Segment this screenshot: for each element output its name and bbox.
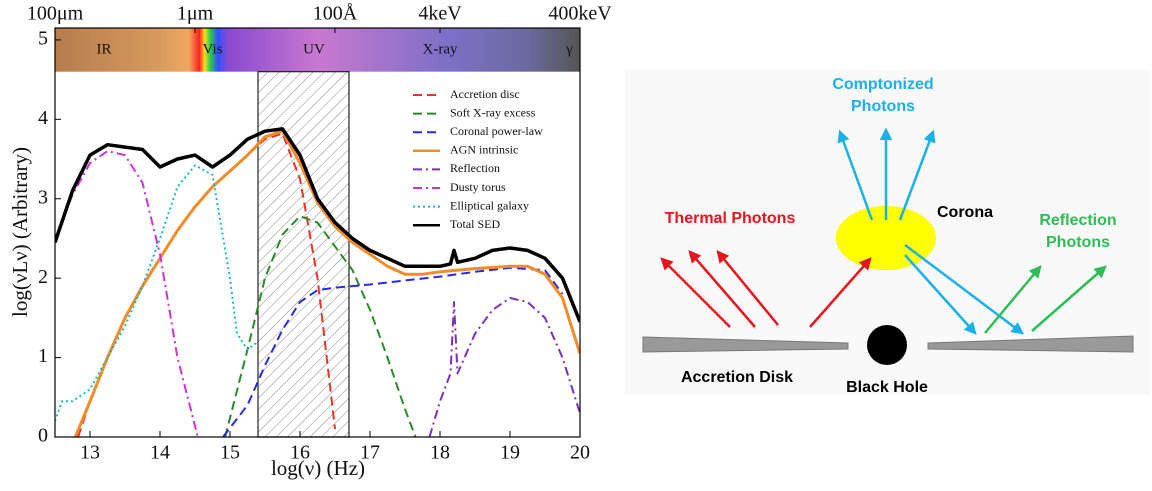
y-axis-label: log(νLν) (Arbitrary) (8, 147, 32, 317)
series-line (73, 129, 580, 437)
spectrum-band (55, 28, 580, 72)
legend-label: Dusty torus (450, 180, 506, 194)
disk-right (927, 335, 1134, 353)
legend-label: AGN intrinsic (450, 143, 518, 157)
reflection-arrows (984, 265, 1107, 334)
comptonized-label: Comptonized (832, 76, 933, 93)
thermal-label: Thermal Photons (665, 210, 796, 227)
reflection-label: Photons (1046, 234, 1110, 251)
x-tick-label: 19 (500, 442, 520, 464)
corona-label: Corona (937, 204, 993, 221)
comptonized-label: Photons (851, 98, 915, 115)
thermal-arrows (660, 250, 872, 328)
series-line (224, 215, 417, 437)
x-tick-label: 15 (220, 442, 240, 464)
series-line (55, 164, 259, 422)
band-label: IR (97, 41, 112, 57)
legend-label: Accretion disc (450, 87, 520, 101)
band-label: Vis (203, 41, 223, 57)
top-tick-label: 100μm (27, 3, 84, 25)
legend-label: Reflection (450, 161, 500, 175)
y-tick-label: 0 (38, 425, 48, 447)
y-tick-label: 4 (38, 107, 48, 129)
y-tick-label: 3 (38, 186, 48, 208)
x-tick-label: 17 (360, 442, 380, 464)
series-line (55, 127, 580, 323)
legend-label: Elliptical galaxy (450, 198, 529, 212)
legend-label: Total SED (450, 217, 500, 231)
sed-chart: log(ν) (Hz) log(νLν) (Arbitrary) IR Vis UV… (8, 3, 612, 480)
top-tick-label: 4keV (418, 3, 462, 25)
top-tick-label: 100Å (313, 3, 358, 25)
y-tick-label: 1 (38, 345, 48, 367)
compton-arrows (837, 127, 1024, 335)
black-hole (867, 325, 907, 365)
corona (836, 206, 936, 270)
legend-label: Soft X-ray excess (450, 105, 536, 119)
series-line (222, 266, 564, 437)
disk-left (642, 336, 849, 353)
plot-frame (54, 27, 581, 438)
series-group (55, 127, 580, 437)
reflection-label: Reflection (1039, 212, 1116, 229)
corona-diagram: Comptonized Photons Thermal Photons Coro… (625, 70, 1150, 396)
x-tick-label: 13 (80, 442, 100, 464)
legend-label: Coronal power-law (450, 124, 543, 138)
y-tick-label: 2 (38, 266, 48, 288)
series-line (428, 297, 580, 437)
series-line (55, 150, 199, 437)
x-tick-label: 16 (290, 442, 310, 464)
x-tick-label: 14 (150, 442, 170, 464)
band-label: γ (565, 41, 573, 57)
y-tick-label: 5 (38, 28, 48, 50)
band-label: X-ray (423, 41, 458, 57)
x-axis-label: log(ν) (Hz) (271, 456, 365, 480)
top-tick-label: 1μm (177, 3, 214, 25)
x-tick-label: 18 (430, 442, 450, 464)
band-label: UV (303, 41, 325, 57)
disk-label: Accretion Disk (681, 369, 793, 386)
top-tick-label: 400keV (548, 3, 612, 25)
highlight-region (257, 71, 350, 438)
black-hole-label: Black Hole (846, 379, 928, 396)
x-tick-label: 20 (570, 442, 590, 464)
